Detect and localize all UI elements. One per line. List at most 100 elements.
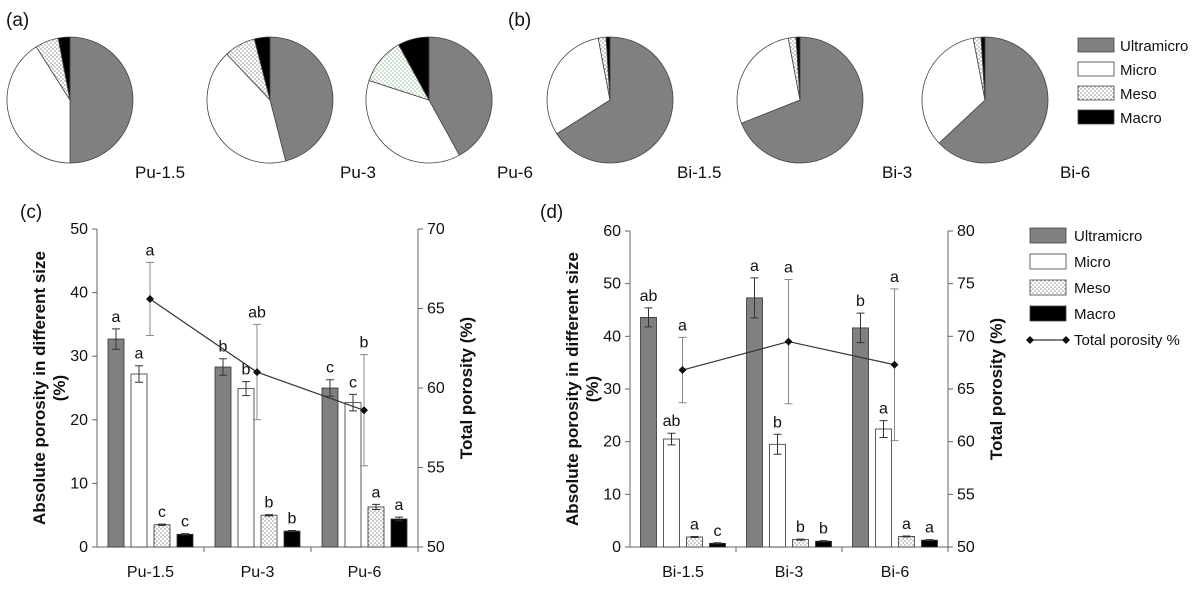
- x-tick-label-bi-1-5: Bi-1.5: [662, 564, 704, 581]
- bar-bi-6-micro: [875, 428, 892, 548]
- bar-legend-label-meso: Meso: [1074, 280, 1111, 297]
- y-tick-label: 60: [603, 223, 621, 240]
- error-bar-bi-6-ultramicro: [856, 312, 865, 344]
- pie-charts: Pu-1.5 Pu-3 Pu-6 Bi-1.5 Bi-3 Bi-6: [6, 36, 1090, 182]
- error-bar-pu-3-ultramicro: [219, 358, 227, 376]
- pie-bi-1-5: Bi-1.5: [546, 36, 721, 182]
- sig-letter-bi-1-5-ultramicro: ab: [640, 288, 658, 305]
- x-tick-label-pu-6: Pu-6: [348, 564, 382, 581]
- y2-tick-label: 60: [957, 434, 975, 451]
- bar-pu-3-macro: [283, 530, 301, 548]
- bar-legend-swatch-meso: [1029, 279, 1067, 296]
- pie-legend-swatch-micro: [1077, 61, 1115, 77]
- y-tick-label: 40: [603, 328, 621, 345]
- y2-tick-label: 50: [427, 539, 445, 556]
- total-porosity-letter-bi-1-5: a: [678, 317, 687, 334]
- total-porosity-letter-pu-1-5: a: [146, 242, 155, 259]
- sig-letter-pu-3-micro: b: [242, 362, 251, 379]
- bar-bi-1-5-micro: [663, 438, 680, 548]
- error-bar-pu-3-micro: [242, 381, 250, 397]
- sig-letter-pu-3-macro: b: [288, 510, 297, 527]
- pie-slice-bi-1-5-macro: [605, 36, 611, 101]
- y-tick-label: 10: [603, 486, 621, 503]
- bar-pu-1-5-micro: [130, 373, 148, 548]
- x-tick-label-pu-3: Pu-3: [241, 564, 275, 581]
- pie-slice-bi-3-ultramicro: [740, 36, 864, 164]
- pie-pu-3: Pu-3: [206, 36, 376, 182]
- sig-letter-bi-1-5-meso: a: [690, 516, 699, 533]
- y2-tick-label: 65: [957, 381, 975, 398]
- y-axis-title-unit: (%): [50, 375, 69, 401]
- pie-legend-label-micro: Micro: [1120, 62, 1157, 79]
- bar-pu-1-5-macro: [176, 533, 194, 548]
- sig-letter-pu-1-5-meso: c: [158, 504, 166, 521]
- y2-tick-label: 75: [957, 276, 975, 293]
- total-porosity-point-bi-1-5: [678, 366, 687, 375]
- pie-legend-swatch-meso: [1077, 85, 1115, 101]
- bar-bi-3-meso: [792, 539, 809, 548]
- sig-letter-bi-1-5-macro: c: [714, 523, 722, 540]
- error-bar-bi-1-5-macro: [713, 542, 722, 545]
- sig-letter-bi-6-meso: a: [902, 516, 911, 533]
- error-bar-pu-1-5-meso: [158, 523, 166, 526]
- bar-pu-1-5-meso: [153, 524, 171, 548]
- pie-slice-pu-1-5-macro: [57, 36, 71, 101]
- bar-bi-1-5-meso: [686, 536, 703, 548]
- error-bar-pu-1-5-ultramicro: [112, 328, 120, 350]
- error-bar-bi-1-5-micro: [667, 432, 676, 446]
- bar-pu-6-macro: [390, 518, 408, 548]
- pie-slice-pu-3-macro: [253, 36, 271, 101]
- pie-slice-bi-6-micro: [921, 37, 986, 144]
- sig-letter-bi-6-ultramicro: b: [856, 293, 865, 310]
- total-porosity-point-bi-3: [784, 337, 793, 346]
- y-tick-label: 0: [612, 539, 621, 556]
- y2-tick-label: 70: [957, 328, 975, 345]
- error-bar-bi-3-ultramicro: [750, 277, 759, 319]
- pie-bi-6: Bi-6: [921, 36, 1090, 182]
- y2-tick-label: 60: [427, 380, 445, 397]
- sig-letter-pu-3-ultramicro: b: [219, 339, 228, 356]
- pie-slice-bi-1-5-ultramicro: [556, 36, 674, 164]
- bar-legend-swatch-micro: [1029, 253, 1067, 270]
- panel-b-label: (b): [508, 10, 531, 31]
- bar-bi-3-micro: [769, 443, 786, 548]
- y2-tick-label: 80: [957, 223, 975, 240]
- sig-letter-pu-1-5-ultramicro: a: [112, 309, 121, 326]
- error-bar-pu-1-5-macro: [181, 533, 189, 536]
- y2-axis-title: Total porosity (%): [987, 318, 1006, 460]
- pie-label-bi-1-5: Bi-1.5: [677, 163, 721, 182]
- pie-legend-label-ultramicro: Ultramicro: [1120, 38, 1188, 55]
- pie-legend-swatch-macro: [1077, 109, 1115, 125]
- error-bar-pu-6-meso: [372, 503, 380, 510]
- pie-slice-pu-6-macro: [398, 36, 430, 101]
- y-tick-label: 30: [603, 381, 621, 398]
- sig-letter-pu-1-5-macro: c: [181, 514, 189, 531]
- sig-letter-bi-3-meso: b: [796, 519, 805, 536]
- pie-bi-3: Bi-3: [736, 36, 912, 182]
- y-tick-label: 10: [70, 475, 88, 492]
- error-bar-pu-1-5-micro: [135, 365, 143, 383]
- sig-letter-bi-6-micro: a: [879, 401, 888, 418]
- sig-letter-bi-1-5-micro: ab: [663, 413, 681, 430]
- pie-slice-bi-3-micro: [736, 37, 801, 124]
- sig-letter-bi-3-micro: b: [773, 414, 782, 431]
- bar-pu-3-micro: [237, 388, 255, 548]
- sig-letter-bi-3-ultramicro: a: [750, 258, 759, 275]
- total-porosity-point-pu-3: [253, 368, 261, 377]
- y2-tick-label: 65: [427, 301, 445, 318]
- bar-bi-6-macro: [921, 539, 938, 548]
- panel-c-label: (c): [20, 202, 42, 223]
- y-axis-title: Absolute porosity in different size: [30, 251, 49, 525]
- pie-slice-pu-6-micro: [365, 80, 460, 164]
- pie-label-bi-3: Bi-3: [882, 163, 912, 182]
- error-bar-pu-3-macro: [288, 529, 296, 533]
- bar-chart-d: 0 10 20 30 40 50 60 50 55 60 65 70 75 80 Absolute poro…: [563, 223, 1006, 581]
- total-porosity-point-pu-1-5: [146, 294, 154, 303]
- bar-legend-swatch-ultramicro: [1029, 227, 1067, 244]
- bar-bi-6-ultramicro: [852, 327, 869, 548]
- y-tick-label: 50: [70, 221, 88, 238]
- bar-bi-3-ultramicro: [746, 297, 763, 548]
- total-porosity-letter-bi-6: a: [890, 269, 899, 286]
- sig-letter-pu-6-ultramicro: c: [326, 360, 334, 377]
- bar-chart-c: 0 10 20 30 40 50 50 55 60 65 70 Absolute porosity i…: [30, 221, 476, 581]
